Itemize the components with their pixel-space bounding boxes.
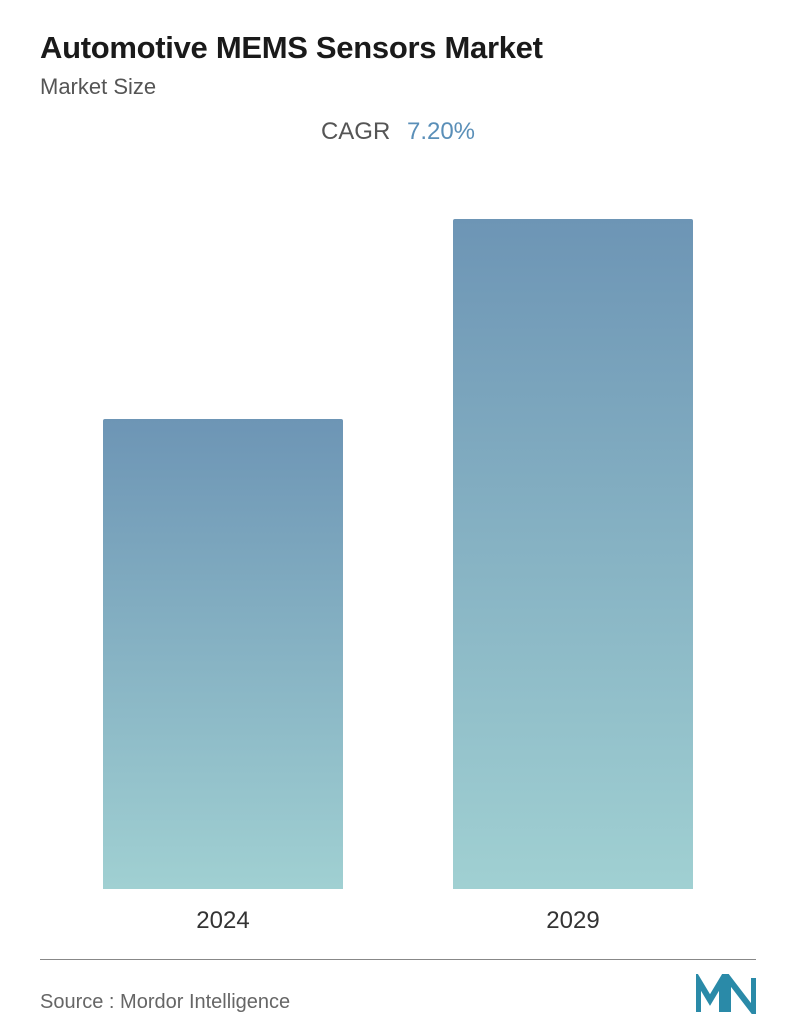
chart-area: 2024 2029 — [40, 156, 756, 935]
brand-logo-icon — [696, 974, 756, 1014]
bar-group-1: 2029 — [453, 219, 693, 935]
cagr-value: 7.20% — [407, 118, 475, 145]
cagr-row: CAGR 7.20% — [40, 118, 756, 146]
source-text: Source : Mordor Intelligence — [40, 991, 290, 1014]
chart-container: Automotive MEMS Sensors Market Market Si… — [0, 0, 796, 1034]
page-title: Automotive MEMS Sensors Market — [40, 30, 756, 66]
bar-2024 — [103, 419, 343, 889]
bar-label-2024: 2024 — [196, 907, 249, 935]
bar-label-2029: 2029 — [546, 907, 599, 935]
footer: Source : Mordor Intelligence — [40, 959, 756, 1014]
cagr-label: CAGR — [321, 118, 390, 145]
bar-group-0: 2024 — [103, 419, 343, 935]
bar-2029 — [453, 219, 693, 889]
page-subtitle: Market Size — [40, 74, 756, 100]
